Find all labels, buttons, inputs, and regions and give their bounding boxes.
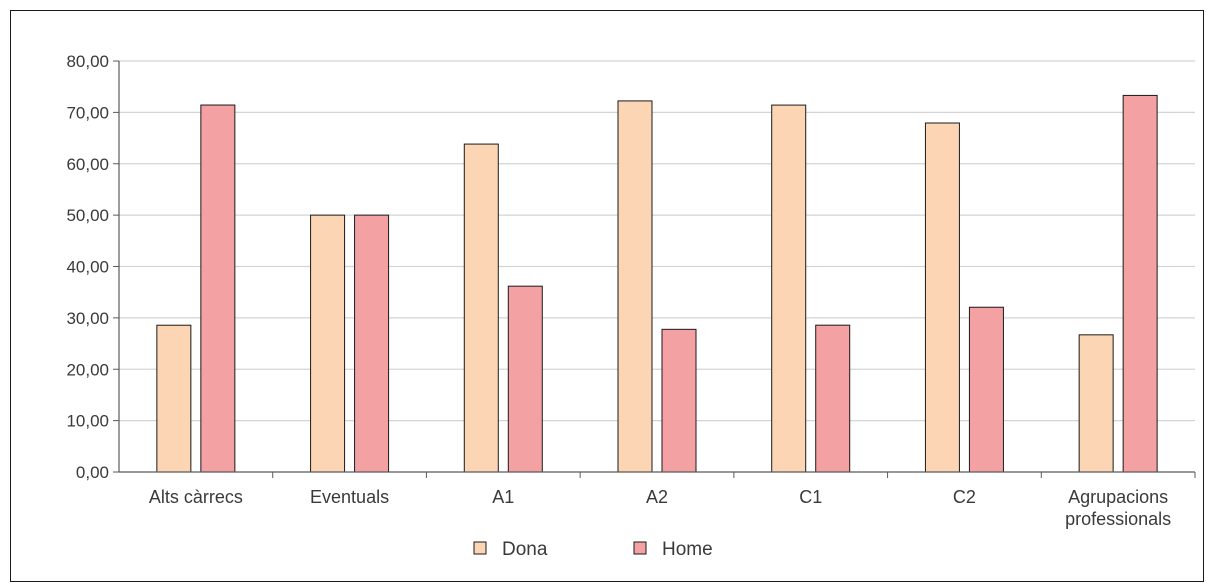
bar-home [354,214,390,473]
bar-chart: 0,00 10,00 20,00 30,00 40,00 50,00 60,00 70,00 8… [66,52,1196,560]
chart-frame: 0,00 10,00 20,00 30,00 40,00 50,00 60,00 70,00 8… [10,10,1204,582]
bar-dona [924,122,960,473]
bar-home [1122,94,1158,473]
x-tick-label: Eventuals [310,487,389,507]
x-tick-label: C1 [799,487,822,507]
y-tick-label: 40,00 [66,258,109,277]
x-tick-label: Agrupacions professionals [1065,487,1171,529]
y-tick-label: 10,00 [66,412,109,431]
bars [156,94,1158,473]
legend: Dona Home [473,539,713,560]
y-tick-label: 70,00 [66,103,109,122]
bar-home [200,104,236,473]
x-tick-label: Alts càrrecs [149,487,243,507]
y-tick-label: 30,00 [66,309,109,328]
x-tick-label: A1 [492,487,514,507]
legend-swatch-dona [473,541,487,555]
y-tick-label: 60,00 [66,155,109,174]
legend-label-home: Home [662,539,713,560]
bar-dona [617,100,653,473]
bar-home [968,306,1004,473]
y-tick-label: 0,00 [76,463,109,482]
grid-lines [119,60,1195,422]
bar-home [815,324,851,473]
y-tick-label: 20,00 [66,360,109,379]
bar-dona [156,324,192,473]
x-tick-label: C2 [953,487,976,507]
bar-home [507,285,543,473]
bar-dona [771,104,807,473]
axes [113,60,1196,478]
x-tick-labels: Alts càrrecs Eventuals A1 A2 C1 C2 Agrupacions… [149,487,1171,529]
legend-swatch-home [633,541,647,555]
bar-home [661,328,697,473]
y-tick-label: 50,00 [66,206,109,225]
y-tick-labels: 0,00 10,00 20,00 30,00 40,00 50,00 60,00 70,00 8… [66,52,109,482]
y-tick-label: 80,00 [66,52,109,71]
bar-dona [463,143,499,473]
x-tick-label: A2 [646,487,668,507]
bar-dona [1078,334,1114,473]
bar-dona [310,214,346,473]
legend-label-dona: Dona [502,539,548,560]
